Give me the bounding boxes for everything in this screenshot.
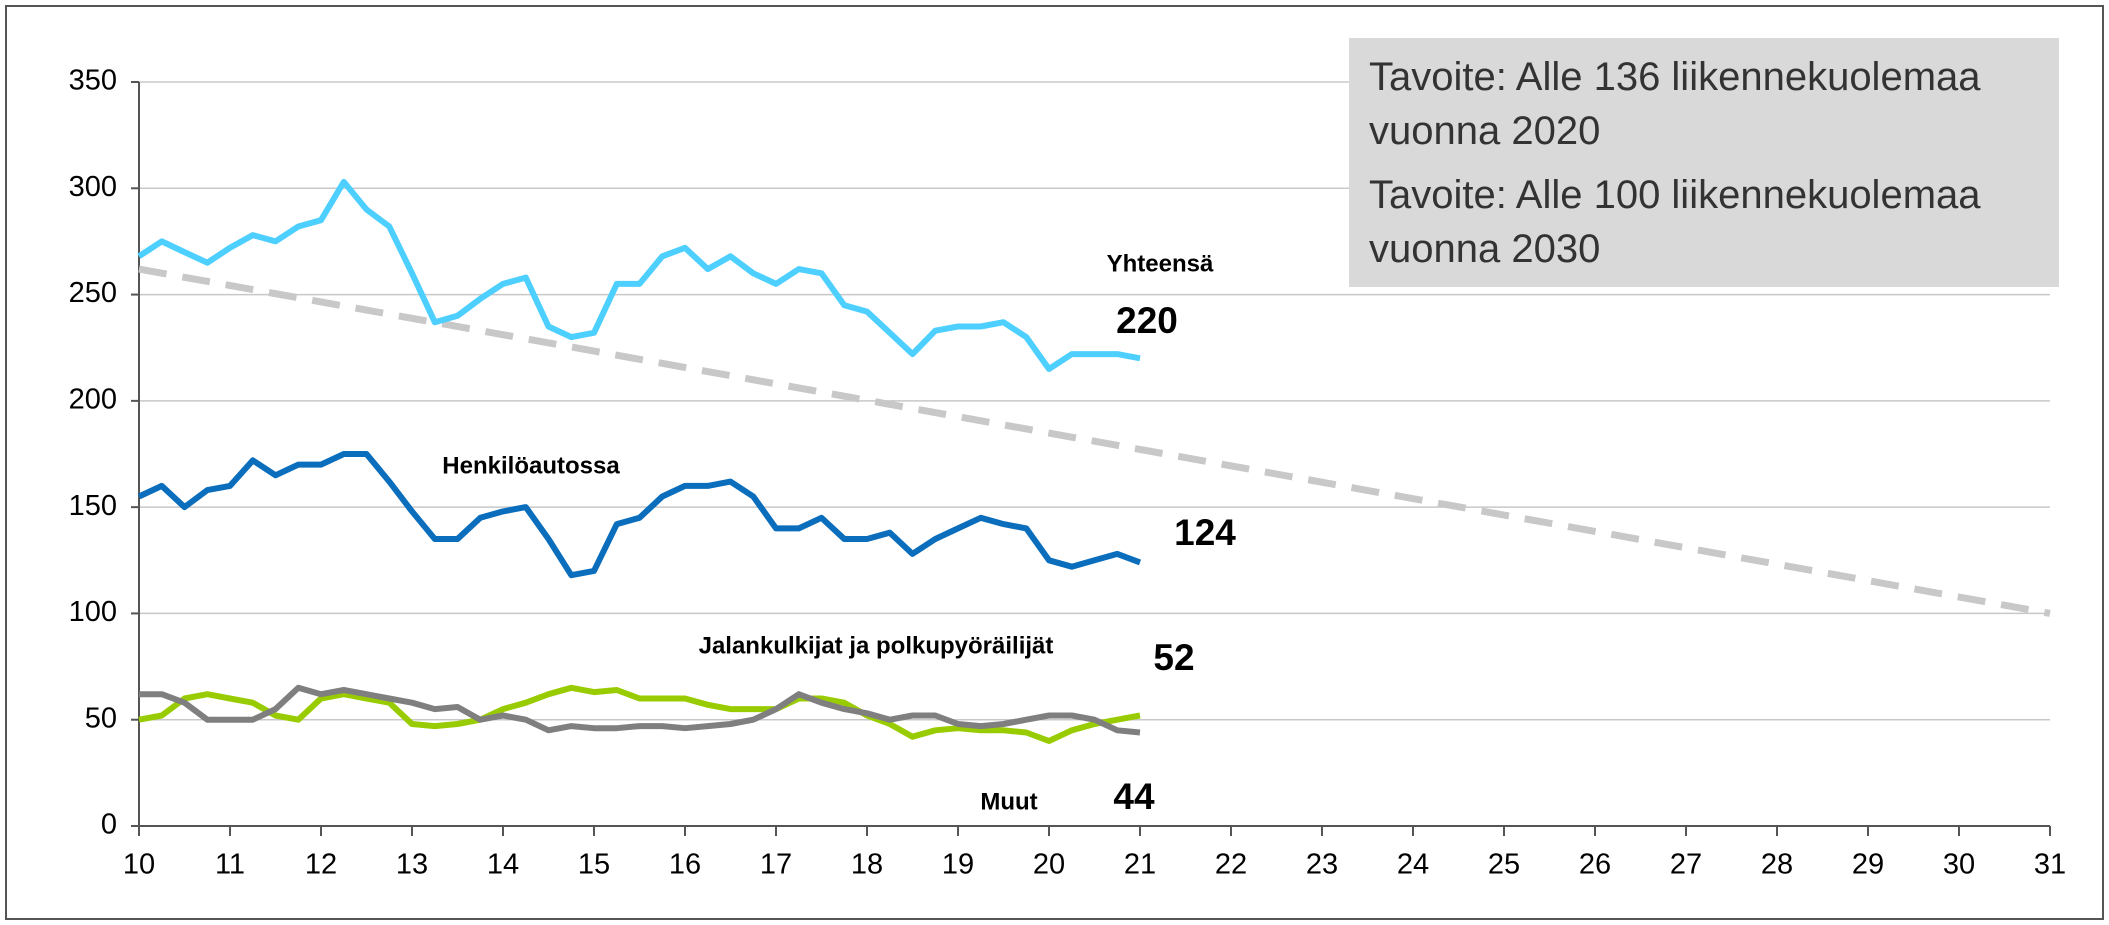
x-tick-label: 26 [1579,849,1611,881]
x-tick-label: 16 [669,849,701,881]
frame [5,5,2104,920]
x-tick-label: 24 [1397,849,1429,881]
x-tick-label: 12 [305,849,337,881]
y-tick-label: 250 [69,277,117,309]
x-tick-label: 27 [1670,849,1702,881]
x-tick-label: 10 [123,849,155,881]
x-tick-label: 15 [578,849,610,881]
x-tick-label: 20 [1033,849,1065,881]
series-label: Yhteensä [1107,250,1214,277]
x-tick-label: 18 [851,849,883,881]
x-tick-label: 29 [1852,849,1884,881]
y-tick-label: 300 [69,171,117,203]
series-label: Henkilöautossa [442,452,620,479]
end-value-label: 44 [1113,776,1155,817]
x-tick-label: 28 [1761,849,1793,881]
y-tick-label: 200 [69,384,117,416]
x-tick-label: 19 [942,849,974,881]
series-label: Jalankulkijat ja polkupyöräilijät [699,632,1054,659]
series-line [139,684,1141,736]
y-tick-label: 150 [69,490,117,522]
target-line [138,265,2051,617]
y-tick-label: 350 [69,65,117,97]
x-tick-label: 21 [1124,849,1156,881]
x-tick-label: 13 [396,849,428,881]
x-tick-label: 22 [1215,849,1247,881]
x-tick-label: 30 [1943,849,1975,881]
series-line [137,451,1142,579]
annotation: Tavoite: Alle 100 liikennekuolemaa vuonn… [1369,173,1981,271]
y-tick-label: 50 [85,702,117,734]
x-tick-label: 17 [760,849,792,881]
end-value-label: 52 [1153,637,1194,678]
x-tick-label: 14 [487,849,519,881]
x-tick-label: 23 [1306,849,1338,881]
x-tick-label: 11 [215,849,245,881]
series-label: Muut [980,788,1037,815]
series-line [137,178,1141,372]
end-value-label: 220 [1116,300,1178,341]
x-tick-label: 31 [2034,849,2066,881]
series-line [138,684,1141,744]
annotation: Tavoite: Alle 136 liikennekuolemaa vuonn… [1369,55,1981,153]
x-tick-label: 25 [1488,849,1520,881]
y-tick-label: 100 [69,596,117,628]
y-tick-label: 0 [101,809,117,841]
annotation-box: Tavoite: Alle 136 liikennekuolemaa vuonn… [1349,38,2059,287]
end-value-label: 124 [1174,512,1236,553]
